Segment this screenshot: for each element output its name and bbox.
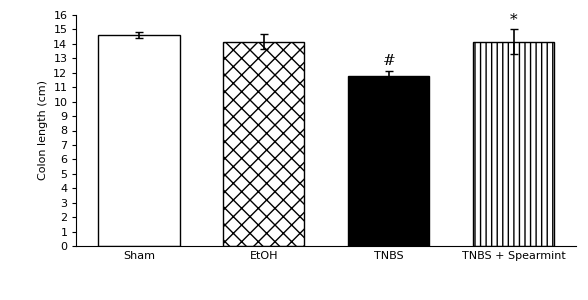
Y-axis label: Colon length (cm): Colon length (cm) [38,80,48,181]
Bar [98,35,179,246]
Text: #: # [382,54,395,68]
Bar [223,42,305,246]
Bar [348,76,429,246]
Text: *: * [510,13,517,27]
Bar [473,42,554,246]
